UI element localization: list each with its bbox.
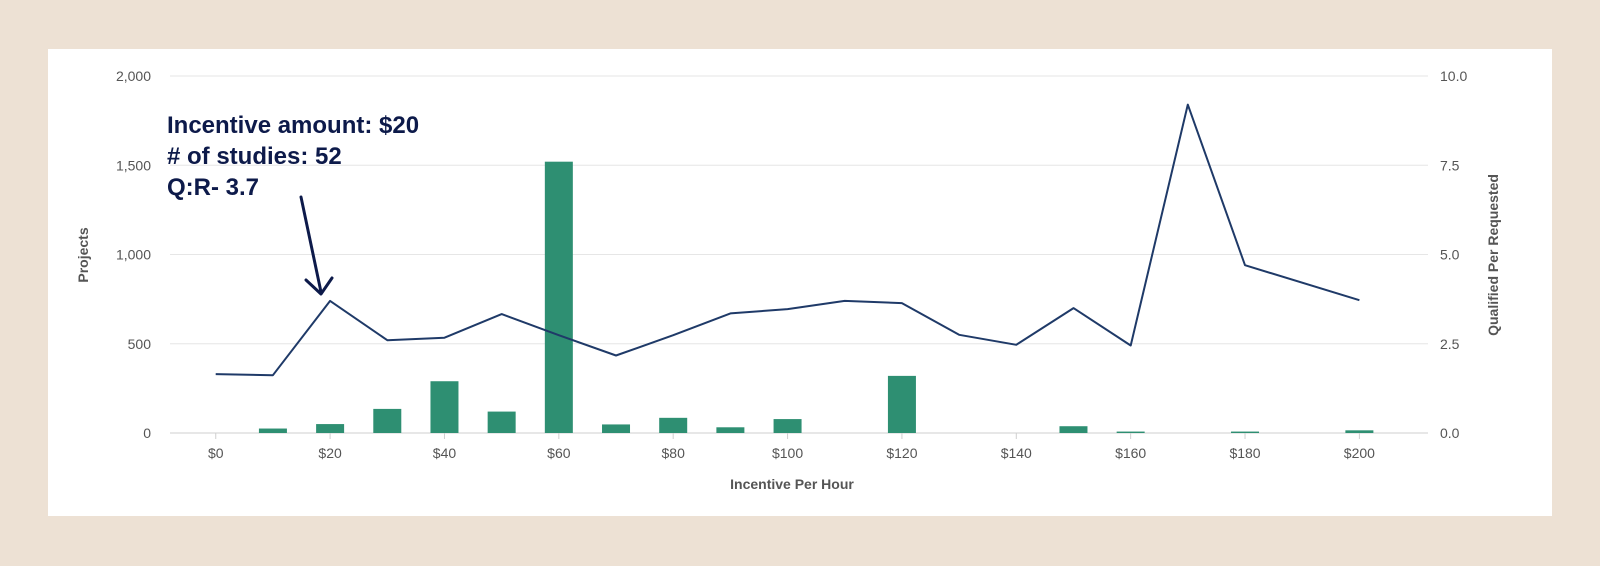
bar-projects-10: [258, 428, 287, 433]
left-tick-label: 1,500: [116, 157, 151, 173]
left-axis-ticks: 0 500 1,000 1,500 2,000: [116, 68, 151, 441]
x-tick-label: $0: [208, 445, 224, 461]
x-tick-label: $80: [662, 445, 686, 461]
annotation-line-studies: # of studies: 52: [167, 143, 342, 170]
left-tick-label: 2,000: [116, 68, 151, 84]
right-tick-label: 10.0: [1440, 68, 1467, 84]
x-axis-ticks: $0 $20 $40 $60 $80 $100 $120 $140 $160 $180 $200: [208, 433, 1375, 461]
annotation-line-qr: Q:R- 3.7: [167, 174, 259, 201]
x-tick-label: $180: [1229, 445, 1260, 461]
bar-projects-160: [1116, 431, 1145, 433]
bar-projects-40: [430, 381, 459, 433]
annotation-line-incentive: Incentive amount: $20: [167, 112, 419, 139]
x-tick-label: $100: [772, 445, 803, 461]
left-tick-label: 0: [143, 425, 151, 441]
annotation: Incentive amount: $20 # of studies: 52 Q…: [167, 112, 419, 296]
gridlines: [170, 75, 1428, 434]
line-series-qualified-per-requested: [215, 103, 1360, 377]
bar-projects-150: [1059, 426, 1088, 433]
bar-projects-80: [659, 417, 688, 433]
x-tick-label: $140: [1001, 445, 1032, 461]
bar-projects-180: [1231, 431, 1260, 433]
x-axis-title: Incentive Per Hour: [730, 476, 854, 492]
x-tick-label: $60: [547, 445, 571, 461]
bar-projects-120: [887, 375, 916, 433]
right-tick-label: 0.0: [1440, 425, 1460, 441]
left-axis-title: Projects: [75, 227, 91, 282]
bar-projects-20: [316, 424, 345, 433]
x-tick-label: $40: [433, 445, 457, 461]
bar-projects-100: [773, 419, 802, 433]
x-tick-label: $160: [1115, 445, 1146, 461]
bar-projects-70: [602, 424, 631, 433]
bar-projects-30: [373, 408, 402, 433]
line-qualified-per-requested: [215, 103, 1360, 377]
bar-projects-60: [544, 161, 573, 433]
bar-series-projects: [258, 161, 1374, 433]
bar-projects-90: [716, 427, 745, 433]
bar-projects-50: [487, 411, 516, 433]
right-tick-label: 2.5: [1440, 336, 1460, 352]
right-axis-title: Qualified Per Requested: [1485, 174, 1501, 336]
chart-card: 0 500 1,000 1,500 2,000 0.0 2.5 5.0 7.5 10.0 $0 $…: [48, 49, 1552, 516]
x-tick-label: $200: [1344, 445, 1375, 461]
right-tick-label: 7.5: [1440, 157, 1460, 173]
right-tick-label: 5.0: [1440, 247, 1460, 263]
bar-projects-200: [1345, 430, 1374, 433]
annotation-arrow: [299, 195, 334, 296]
right-axis-ticks: 0.0 2.5 5.0 7.5 10.0: [1440, 68, 1467, 441]
left-tick-label: 1,000: [116, 247, 151, 263]
left-tick-label: 500: [128, 336, 152, 352]
x-tick-label: $120: [886, 445, 917, 461]
x-tick-label: $20: [318, 445, 342, 461]
